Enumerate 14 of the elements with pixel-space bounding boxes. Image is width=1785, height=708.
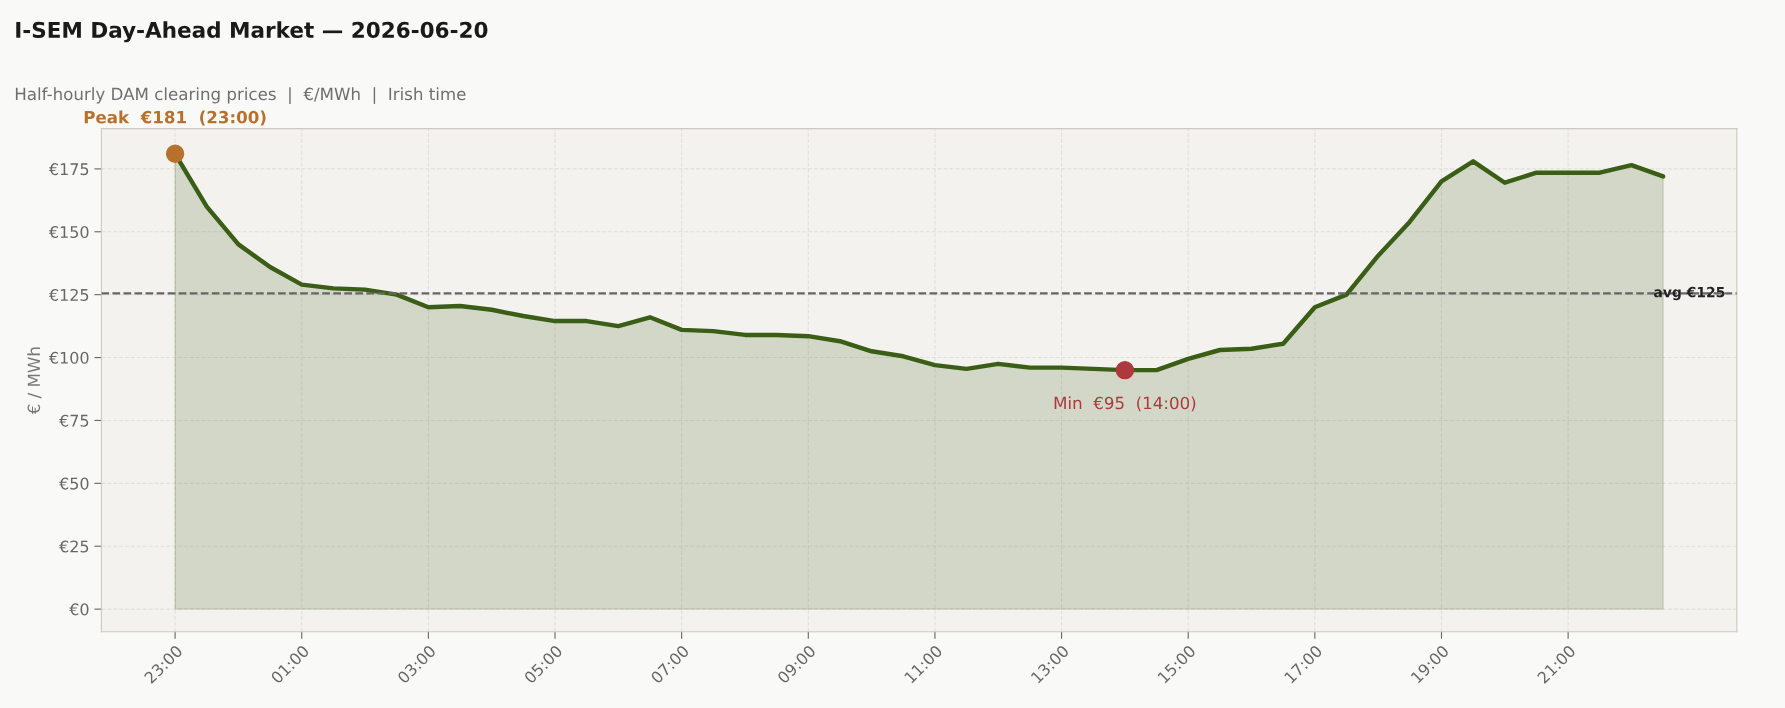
ref-line-label: avg €125: [1654, 286, 1725, 301]
y-tick-label: €150: [48, 225, 89, 239]
y-tick-label: €0: [69, 603, 89, 616]
chart-subtitle: Half-hourly DAM clearing prices | €/MWh | Irish time: [15, 87, 466, 104]
y-axis-title: € / MWh: [27, 347, 42, 415]
chart-title: I-SEM Day-Ahead Market — 2026-06-20: [16, 21, 488, 43]
annotation: Min €95 (14:00): [1054, 396, 1196, 412]
y-tick-label: €125: [48, 288, 89, 301]
y-tick-label: €175: [48, 163, 89, 176]
y-tick-label: €25: [59, 540, 89, 553]
y-tick-label: €100: [48, 351, 89, 364]
y-tick-label: €50: [59, 477, 89, 490]
annotation: Peak €181 (23:00): [84, 110, 266, 126]
y-tick-label: €75: [59, 414, 89, 427]
